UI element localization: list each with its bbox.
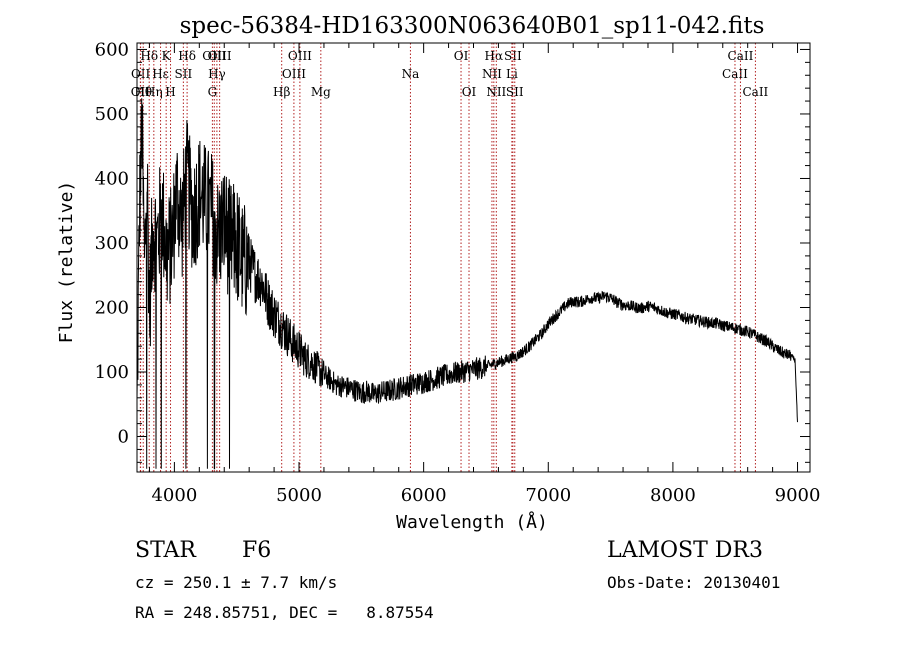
chart-title: spec-56384-HD163300N063640B01_sp11-042.f… — [180, 13, 765, 39]
line-label-3: Hδ — [140, 49, 158, 63]
line-label-16: OIII — [288, 49, 312, 63]
line-label-11: G — [208, 85, 218, 99]
line-label-10: OIII — [202, 49, 226, 63]
line-label-29: CaII — [742, 85, 768, 99]
line-label-21: NII — [482, 67, 502, 81]
x-tick-label-5: 9000 — [775, 485, 821, 506]
line-label-24: SII — [504, 49, 522, 63]
x-axis-label: Wavelength (Å) — [396, 511, 548, 533]
observation-date: Obs-Date: 20130401 — [607, 573, 781, 592]
y-tick-label-2: 200 — [95, 297, 129, 318]
line-label-17: Mg — [311, 85, 331, 99]
object-class: STAR — [135, 538, 196, 563]
object-subclass: F6 — [242, 538, 272, 563]
x-tick-label-2: 6000 — [401, 485, 447, 506]
line-label-28: CaII — [728, 49, 754, 63]
line-label-1: OII — [131, 67, 151, 81]
redshift-velocity: cz = 250.1 ± 7.7 km/s — [135, 573, 338, 592]
x-tick-label-1: 5000 — [276, 485, 322, 506]
survey-name: LAMOST DR3 — [607, 538, 763, 563]
y-tick-label-5: 500 — [95, 104, 129, 125]
line-label-12: Hγ — [208, 67, 226, 81]
line-label-13: OIII — [208, 49, 232, 63]
line-label-23: NII — [486, 85, 506, 99]
spectrum-line — [136, 98, 798, 470]
line-label-15: OIII — [282, 67, 306, 81]
line-label-26: SII — [506, 85, 524, 99]
line-label-9: Hδ — [178, 49, 196, 63]
line-label-8: SII — [175, 67, 193, 81]
line-label-25: Li — [506, 67, 518, 81]
x-tick-label-0: 4000 — [151, 485, 197, 506]
y-tick-label-6: 600 — [95, 39, 129, 60]
line-label-7: H — [165, 85, 175, 99]
plot-axes: 4000 5000 6000 7000 8000 9000 0 100 200 300 400 500… — [95, 39, 821, 506]
x-tick-label-4: 8000 — [650, 485, 696, 506]
y-axis-label: Flux (relative) — [56, 181, 77, 344]
coordinates: RA = 248.85751, DEC = 8.87554 — [135, 603, 434, 622]
y-tick-label-4: 400 — [95, 168, 129, 189]
y-tick-label-1: 100 — [95, 362, 129, 383]
line-label-20: OI — [462, 85, 477, 99]
line-label-22: Hα — [485, 49, 504, 63]
line-label-5: Hε — [152, 67, 169, 81]
line-label-19: OI — [454, 49, 469, 63]
line-label-27: CaII — [722, 67, 748, 81]
x-tick-label-3: 7000 — [525, 485, 571, 506]
line-label-18: Na — [402, 67, 420, 81]
y-tick-label-3: 300 — [95, 233, 129, 254]
line-label-14: Hβ — [273, 85, 290, 99]
line-label-4: Hη — [145, 85, 163, 99]
y-tick-label-0: 0 — [118, 427, 129, 448]
line-label-6: K — [162, 49, 172, 63]
